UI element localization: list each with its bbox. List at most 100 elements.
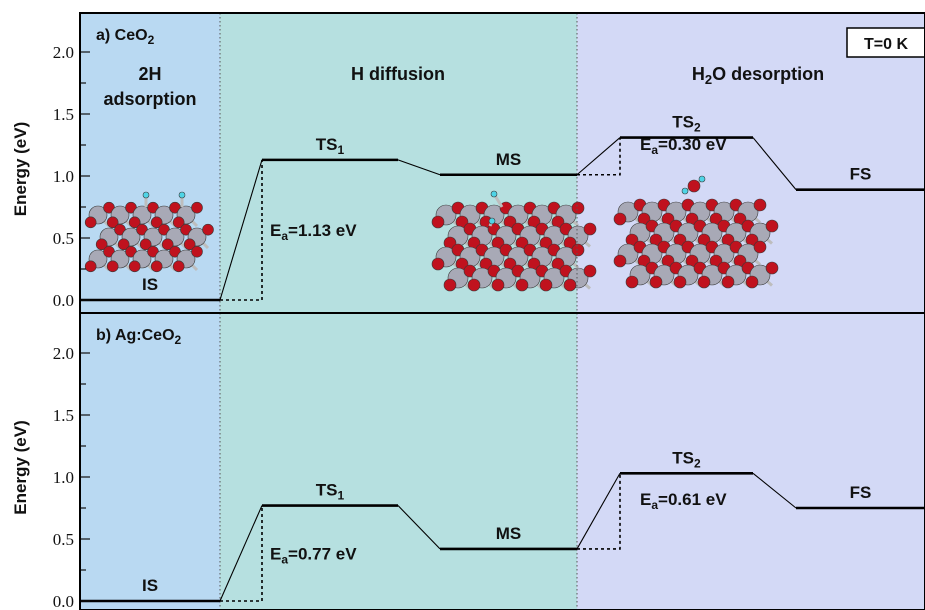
structure-is-o-atom — [106, 216, 119, 229]
structure-is-o-atom — [202, 223, 214, 236]
structure-is-o-atom — [191, 201, 203, 214]
structure-is-o-atom — [84, 216, 97, 229]
structure-ms-o-atom — [571, 201, 585, 215]
structure-ms-o-atom — [583, 264, 597, 278]
structure-ts2-o-atom — [745, 275, 759, 289]
panel-0-ytick-label-2: 1.0 — [53, 167, 74, 186]
panel-0-state-label-3: TS2 — [672, 113, 701, 135]
structure-ts2-o-atom — [753, 240, 767, 254]
structure-ms-o-atom — [491, 278, 505, 292]
panel-0-barrier-guide-1 — [577, 137, 621, 176]
structure-ts2-water-h-atom — [681, 187, 689, 195]
structure-ts2-o-atom — [613, 254, 627, 268]
structure-is-o-atom — [183, 238, 196, 251]
structure-ms-o-atom — [443, 278, 457, 292]
structure-is-o-atom — [128, 260, 141, 273]
panel-1-connector-3 — [752, 472, 797, 509]
structure-ms-o-atom — [431, 257, 445, 271]
structure-is-o-atom — [117, 238, 130, 251]
region-label-desorption: H2O desorption — [692, 64, 824, 87]
panel-0-ytick-label-4: 2.0 — [53, 43, 74, 62]
panel-1-state-label-1: TS1 — [316, 481, 345, 503]
structure-ts2-o-atom — [697, 275, 711, 289]
structure-ms-o-atom — [539, 278, 553, 292]
panel-1-connector-1 — [397, 505, 441, 550]
panel-0-connector-3 — [752, 137, 797, 190]
panel-1-barrier-guide-0 — [220, 505, 263, 602]
panel-0-barrier-label-1: Ea=0.30 eV — [640, 135, 727, 157]
structure-ts2-o-atom — [649, 275, 663, 289]
structure-is-o-atom — [191, 245, 203, 258]
structure-ms-o-atom — [583, 222, 597, 236]
structure-ts2-water-h-atom — [698, 175, 706, 183]
panel-0-connector-2 — [576, 137, 621, 176]
panel-0-ytick-label-3: 1.5 — [53, 105, 74, 124]
structure-ms-o-atom — [515, 278, 529, 292]
structure-ts2-o-atom — [613, 212, 627, 226]
structure-ts2-o-atom — [765, 261, 779, 275]
structure-ts2-o-atom — [673, 275, 687, 289]
structure-is-o-atom — [172, 216, 185, 229]
panel-1-ytick-label-2: 1.0 — [53, 468, 74, 487]
panel-1-region-1 — [220, 313, 577, 610]
panel-0-label: a) CeO2 — [96, 27, 155, 47]
structure-ts2-water-o-atom — [687, 179, 701, 193]
panel-1-ytick-label-3: 1.5 — [53, 406, 74, 425]
structure-is-o-atom — [139, 238, 152, 251]
structure-ms-h-atom — [488, 217, 496, 225]
structure-is-o-atom — [172, 260, 185, 273]
region-label-adsorption-main: 2H — [138, 64, 161, 84]
panel-0-ytick-label-1: 0.5 — [53, 229, 74, 248]
temperature-box — [846, 27, 925, 58]
panel-1-ytick-label-1: 0.5 — [53, 530, 74, 549]
structure-ts2-o-atom — [753, 198, 767, 212]
panel-0-state-label-0: IS — [142, 275, 158, 294]
plot-frame — [79, 12, 925, 610]
panel-0-state-label-4: FS — [850, 165, 872, 184]
structure-is-o-atom — [128, 216, 141, 229]
structure-ts2-o-atom — [721, 275, 735, 289]
structure-ts2-o-atom — [625, 275, 639, 289]
panel-0-barrier-guide-0 — [220, 159, 263, 301]
structure-ms-o-atom — [563, 278, 577, 292]
panel-1-state-label-3: TS2 — [672, 448, 701, 470]
structure-is-o-atom — [150, 260, 163, 273]
structure-is-o-atom — [84, 260, 97, 273]
panel-1-ylabel: Energy (eV) — [11, 420, 30, 514]
panel-1-barrier-label-0: Ea=0.77 eV — [270, 544, 357, 566]
region-label-diffusion: H diffusion — [351, 64, 445, 84]
panel-0-ytick-label-0: 0.0 — [53, 291, 74, 310]
panel-0-connector-0 — [219, 159, 263, 301]
structure-ms-o-atom — [467, 278, 481, 292]
panel-1-state-label-2: MS — [496, 524, 522, 543]
structure-ms-o-atom — [431, 215, 445, 229]
structure-is-o-atom — [161, 238, 174, 251]
panel-1-state-label-0: IS — [142, 576, 158, 595]
panel-1-barrier-guide-1 — [577, 473, 621, 550]
panel-1-region-2 — [577, 313, 925, 610]
region-label-adsorption-sub: adsorption — [104, 89, 197, 109]
panel-1-label: b) Ag:CeO2 — [96, 327, 182, 347]
structure-is-o-atom — [150, 216, 163, 229]
temperature-label: T=0 K — [864, 36, 908, 53]
structure-ts2-o-atom — [765, 219, 779, 233]
panel-1-connector-0 — [219, 505, 263, 602]
structure-ms-h-atom — [490, 190, 498, 198]
panel-1-connector-2 — [576, 473, 621, 550]
panel-1-state-label-4: FS — [850, 483, 872, 502]
panel-0-barrier-label-0: Ea=1.13 eV — [270, 221, 357, 243]
structure-is-o-atom — [95, 238, 108, 251]
structure-is-h-atom — [178, 191, 186, 199]
panel-1-ytick-label-4: 2.0 — [53, 344, 74, 363]
panel-1-ytick-label-0: 0.0 — [53, 592, 74, 610]
panel-1-region-0 — [80, 313, 220, 610]
panel-0-ylabel: Energy (eV) — [11, 122, 30, 216]
structure-is-o-atom — [106, 260, 119, 273]
panel-0-state-label-1: TS1 — [316, 135, 345, 157]
structure-is-h-atom — [142, 191, 150, 199]
structure-ms-o-atom — [571, 243, 585, 257]
panel-0-connector-1 — [397, 159, 441, 176]
panel-0-state-label-2: MS — [496, 150, 522, 169]
panel-1-barrier-label-1: Ea=0.61 eV — [640, 490, 727, 512]
